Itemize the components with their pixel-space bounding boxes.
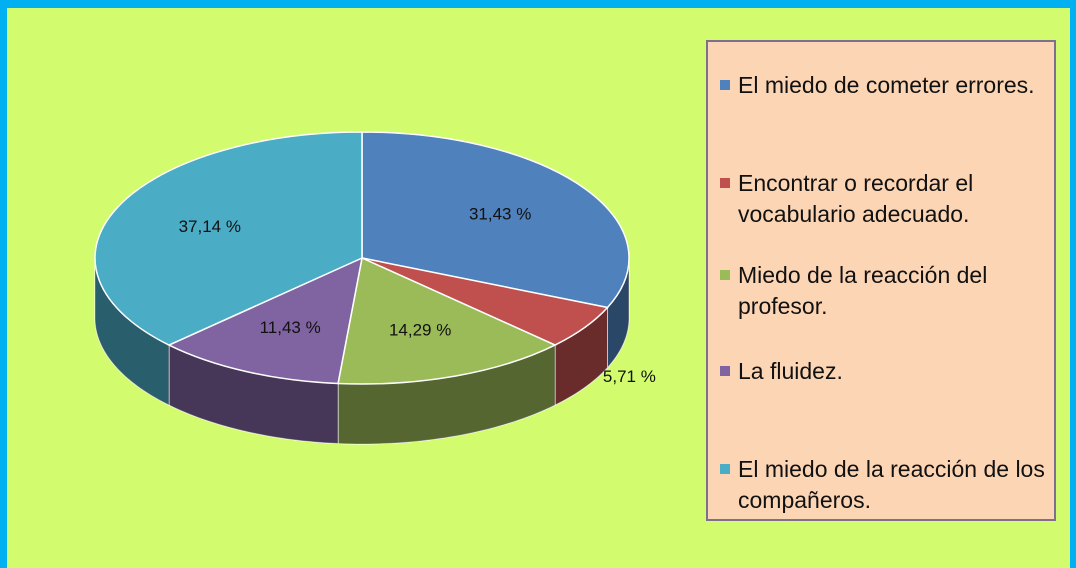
- data-label: 31,43 %: [469, 204, 531, 223]
- slice: [94, 131, 363, 346]
- legend-item: El miedo de cometer errores.: [718, 70, 1070, 101]
- slice: [361, 131, 630, 309]
- legend-item: La fluidez.: [718, 356, 1070, 387]
- legend-label: El miedo de cometer errores.: [738, 72, 1035, 98]
- slice: [167, 256, 364, 385]
- legend-item: Miedo de la reacción del profesor.: [718, 260, 1070, 322]
- legend-swatch: [720, 80, 730, 90]
- legend-label: La fluidez.: [738, 358, 843, 384]
- legend-item: El miedo de la reacción de los compañero…: [718, 454, 1070, 516]
- slice-side-shade: [95, 258, 169, 406]
- legend-swatch: [720, 464, 730, 474]
- slice: [337, 256, 557, 385]
- data-label: 11,43 %: [260, 318, 321, 337]
- legend-label: Miedo de la reacción del profesor.: [738, 262, 988, 319]
- slice-side-shade: [168, 345, 339, 444]
- pie-area: 31,43 % 5,71 % 14,29 % 11,43 % 37,14 %: [94, 131, 656, 445]
- slice-side-shade: [607, 258, 629, 368]
- legend-swatch: [720, 366, 730, 376]
- data-label: 37,14 %: [179, 217, 241, 236]
- slice-side-shade: [555, 307, 608, 406]
- data-label: 14,29 %: [389, 321, 451, 340]
- data-label: 5,71 %: [603, 367, 656, 386]
- legend-swatch: [720, 178, 730, 188]
- legend-label: El miedo de la reacción de los compañero…: [738, 456, 1045, 513]
- legend-label: Encontrar o recordar el vocabulario adec…: [738, 170, 974, 227]
- legend-item: Encontrar o recordar el vocabulario adec…: [718, 168, 1070, 230]
- legend-swatch: [720, 270, 730, 280]
- slice-side-shade: [338, 345, 556, 444]
- legend: El miedo de cometer errores. Encontrar o …: [706, 40, 1056, 521]
